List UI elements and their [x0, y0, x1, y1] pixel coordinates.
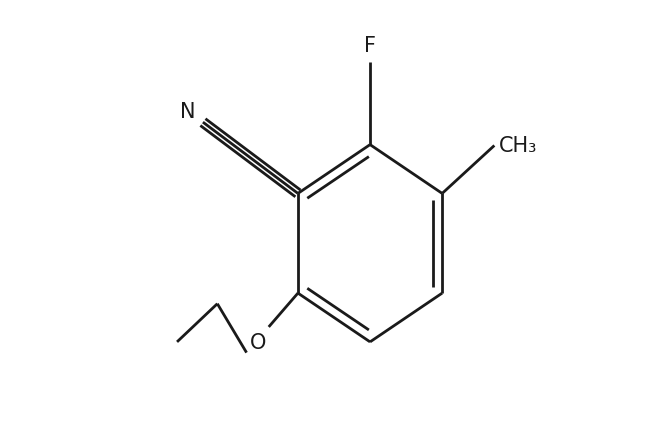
- Text: N: N: [180, 101, 196, 121]
- Text: CH₃: CH₃: [498, 136, 537, 156]
- Text: O: O: [249, 332, 266, 352]
- Text: F: F: [364, 36, 376, 56]
